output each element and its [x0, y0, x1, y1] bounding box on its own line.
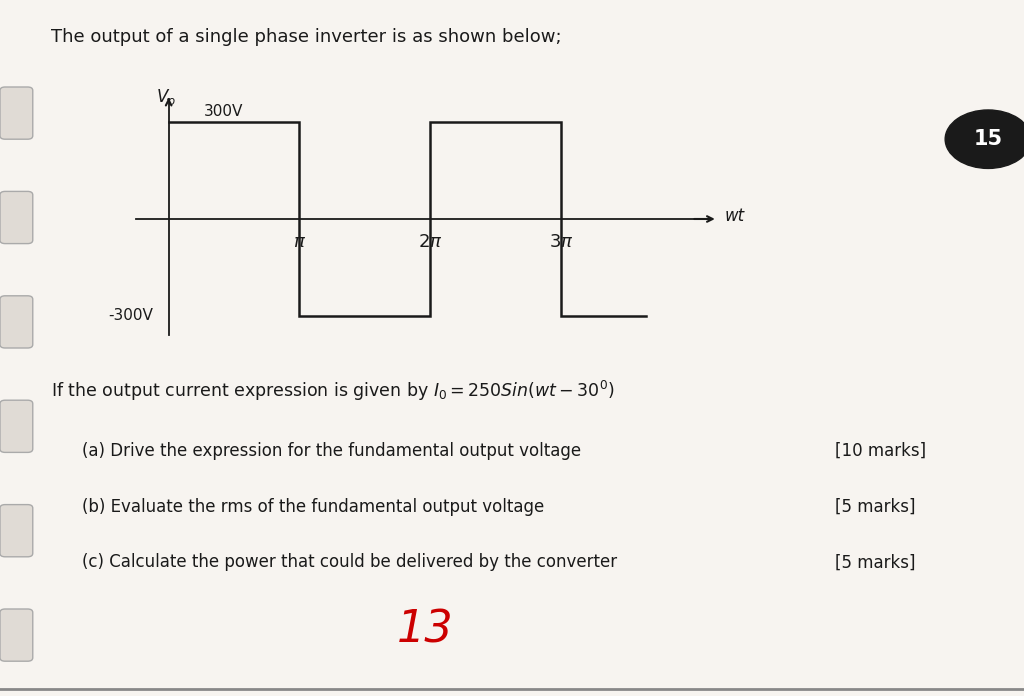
Text: $3\pi$: $3\pi$	[549, 232, 573, 251]
FancyBboxPatch shape	[0, 609, 33, 661]
FancyBboxPatch shape	[0, 505, 33, 557]
FancyBboxPatch shape	[0, 296, 33, 348]
Text: If the output current expression is given by $I_0 = 250Sin(wt - 30^0)$: If the output current expression is give…	[51, 379, 614, 404]
Text: 13: 13	[396, 608, 454, 651]
Text: 300V: 300V	[204, 104, 244, 120]
Text: [5 marks]: [5 marks]	[835, 498, 915, 516]
Text: (a) Drive the expression for the fundamental output voltage: (a) Drive the expression for the fundame…	[82, 442, 581, 460]
Text: The output of a single phase inverter is as shown below;: The output of a single phase inverter is…	[51, 28, 562, 46]
Text: (b) Evaluate the rms of the fundamental output voltage: (b) Evaluate the rms of the fundamental …	[82, 498, 544, 516]
FancyBboxPatch shape	[0, 87, 33, 139]
Text: $\pi$: $\pi$	[293, 232, 306, 251]
Text: 15: 15	[974, 129, 1002, 149]
Text: $2\pi$: $2\pi$	[418, 232, 442, 251]
Text: -300V: -300V	[109, 308, 153, 323]
FancyBboxPatch shape	[0, 400, 33, 452]
Text: [10 marks]: [10 marks]	[835, 442, 926, 460]
Text: wt: wt	[724, 207, 744, 226]
Text: V$_o$: V$_o$	[156, 87, 176, 107]
Circle shape	[945, 110, 1024, 168]
Text: [5 marks]: [5 marks]	[835, 553, 915, 571]
FancyBboxPatch shape	[0, 191, 33, 244]
Text: (c) Calculate the power that could be delivered by the converter: (c) Calculate the power that could be de…	[82, 553, 617, 571]
